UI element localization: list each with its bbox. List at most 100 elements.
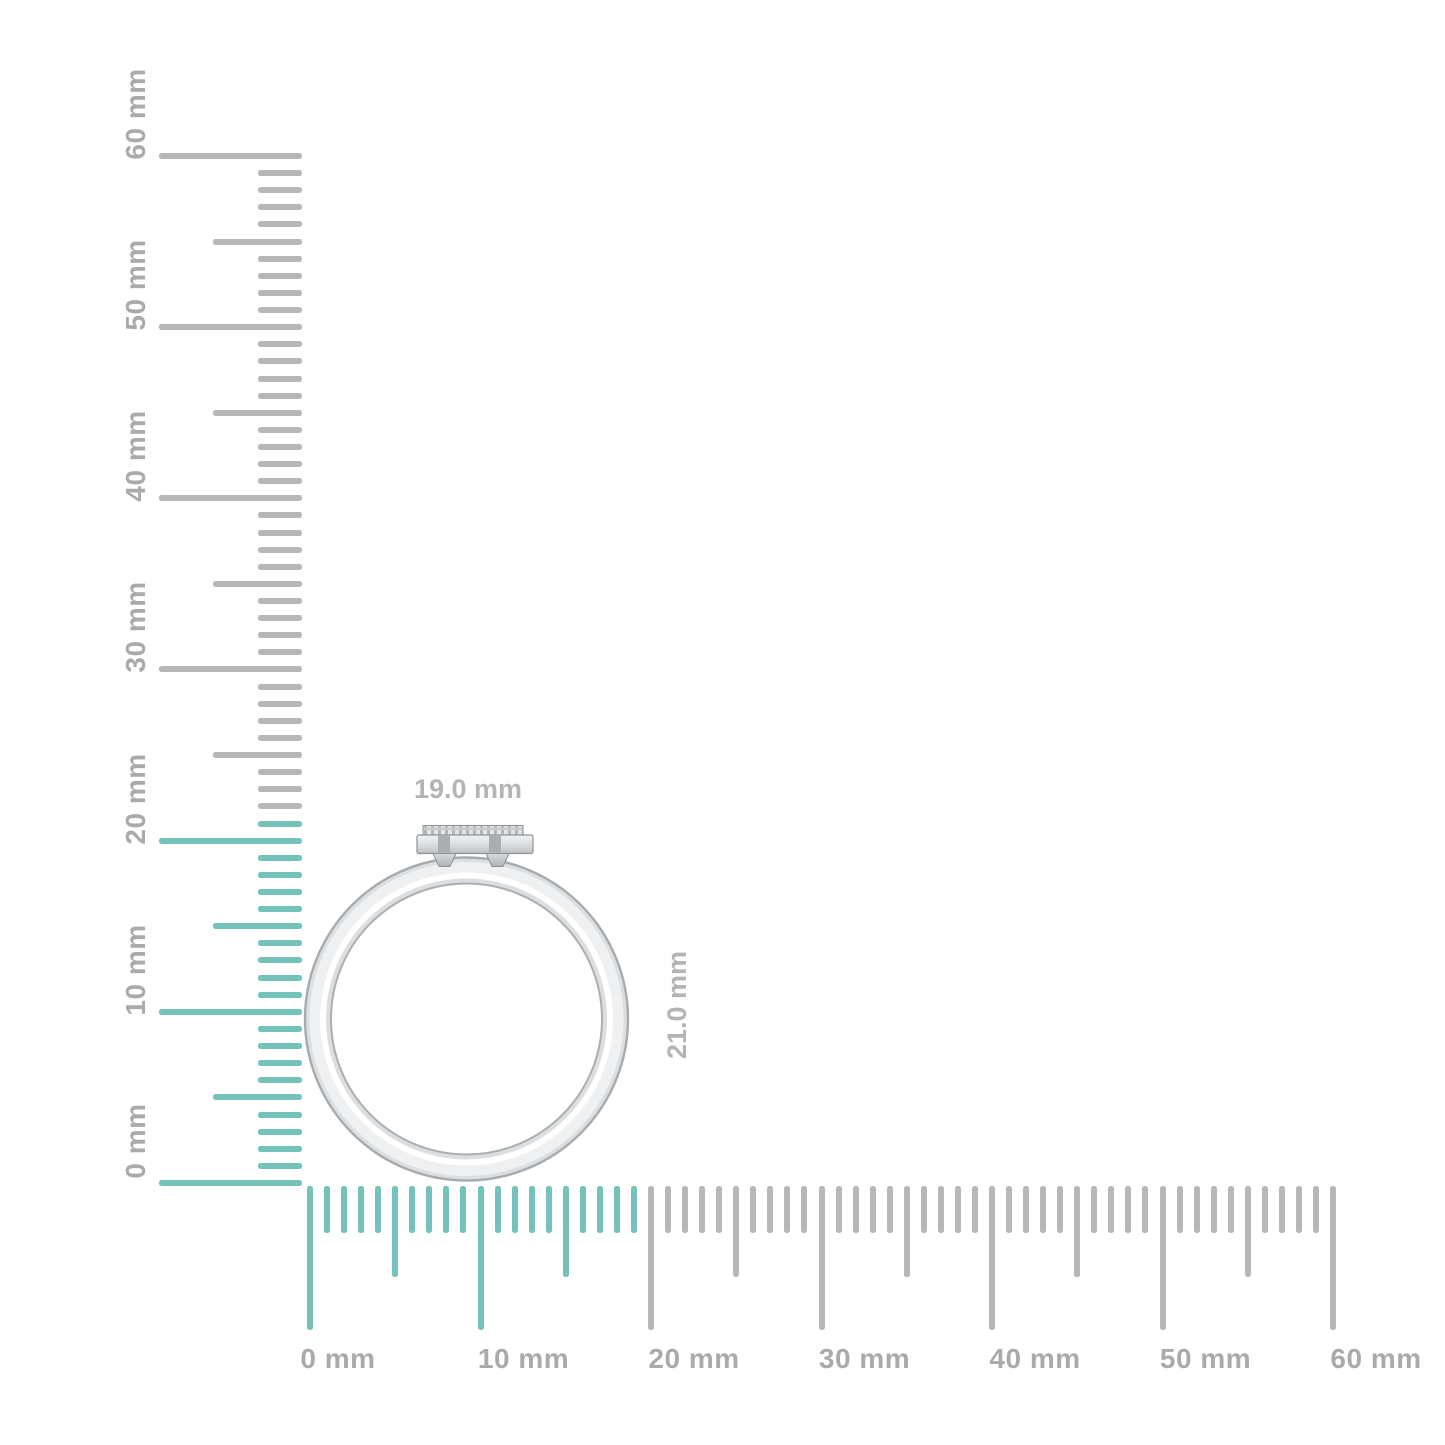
v-ruler-tick-4mm	[258, 1111, 302, 1118]
h-ruler-tick-27mm	[767, 1186, 774, 1233]
v-ruler-tick-27mm	[258, 717, 302, 724]
h-ruler-tick-43mm	[1040, 1186, 1047, 1233]
ring-band	[303, 856, 630, 1182]
v-ruler-tick-41mm	[258, 478, 302, 485]
v-ruler-tick-8mm	[258, 1043, 302, 1050]
h-ruler-tick-32mm	[852, 1186, 859, 1233]
v-ruler-tick-14mm	[258, 940, 302, 947]
v-ruler-tick-0mm	[159, 1180, 302, 1186]
v-ruler-tick-2mm	[258, 1145, 302, 1152]
v-ruler-tick-13mm	[258, 957, 302, 964]
h-ruler-tick-14mm	[545, 1186, 552, 1233]
h-ruler-tick-20mm	[648, 1186, 654, 1330]
h-ruler-tick-5mm	[392, 1186, 399, 1277]
h-ruler-tick-10mm	[477, 1186, 484, 1330]
h-ruler-tick-59mm	[1312, 1186, 1319, 1233]
v-ruler-label-0mm: 0 mm	[120, 1103, 151, 1179]
v-ruler-tick-25mm	[213, 752, 302, 759]
v-ruler-tick-42mm	[258, 461, 302, 468]
v-ruler-tick-37mm	[258, 546, 302, 553]
h-ruler-label-60mm: 60 mm	[1330, 1343, 1422, 1374]
v-ruler-tick-26mm	[258, 734, 302, 741]
ring-head	[416, 825, 534, 867]
v-ruler-tick-6mm	[258, 1077, 302, 1084]
h-ruler-tick-2mm	[341, 1186, 348, 1233]
v-ruler-tick-45mm	[213, 409, 302, 416]
h-ruler-tick-1mm	[324, 1186, 331, 1233]
h-ruler-tick-38mm	[954, 1186, 961, 1233]
h-ruler-tick-50mm	[1159, 1186, 1166, 1330]
v-ruler-tick-60mm	[159, 152, 302, 159]
h-ruler-tick-42mm	[1023, 1186, 1030, 1233]
h-ruler-tick-57mm	[1278, 1186, 1285, 1233]
h-ruler-label-40mm: 40 mm	[989, 1343, 1081, 1374]
v-ruler-tick-18mm	[258, 871, 302, 878]
v-ruler-tick-10mm	[159, 1008, 302, 1015]
v-ruler-tick-7mm	[258, 1060, 302, 1067]
v-ruler-label-50mm: 50 mm	[120, 239, 151, 331]
h-ruler-tick-23mm	[699, 1186, 706, 1233]
v-ruler-tick-58mm	[258, 187, 302, 194]
v-ruler-tick-12mm	[258, 974, 302, 981]
v-ruler-tick-17mm	[258, 889, 302, 895]
h-ruler-tick-29mm	[801, 1186, 808, 1233]
v-ruler-tick-48mm	[258, 358, 302, 365]
v-ruler-label-40mm: 40 mm	[120, 410, 151, 502]
v-ruler-tick-39mm	[258, 512, 302, 519]
v-ruler-tick-46mm	[258, 392, 302, 399]
h-ruler-tick-40mm	[989, 1186, 995, 1330]
h-ruler-tick-6mm	[409, 1186, 416, 1233]
h-ruler-tick-48mm	[1125, 1186, 1132, 1233]
v-ruler-tick-32mm	[258, 632, 302, 639]
ring-head-foot	[485, 853, 510, 867]
v-ruler-tick-57mm	[258, 204, 302, 211]
h-ruler-tick-55mm	[1244, 1186, 1251, 1277]
v-ruler-tick-21mm	[258, 820, 302, 827]
v-ruler-tick-23mm	[258, 786, 302, 793]
v-ruler-tick-59mm	[258, 170, 302, 177]
h-ruler-tick-60mm	[1330, 1186, 1336, 1330]
v-ruler-tick-47mm	[258, 375, 302, 382]
v-ruler-tick-16mm	[258, 906, 302, 913]
h-ruler-tick-52mm	[1193, 1186, 1200, 1233]
v-ruler-tick-5mm	[213, 1094, 302, 1101]
v-ruler-tick-36mm	[258, 563, 302, 570]
h-ruler-tick-51mm	[1176, 1186, 1183, 1233]
h-ruler-tick-8mm	[443, 1186, 450, 1233]
h-ruler-tick-4mm	[375, 1186, 382, 1233]
h-ruler-tick-41mm	[1006, 1186, 1013, 1233]
ring-head-foot	[432, 853, 457, 867]
h-ruler-tick-35mm	[903, 1186, 910, 1277]
v-ruler-tick-22mm	[258, 803, 302, 810]
h-ruler-tick-39mm	[971, 1186, 978, 1233]
h-ruler-tick-33mm	[869, 1186, 876, 1233]
h-ruler-tick-54mm	[1227, 1186, 1234, 1233]
h-ruler-label-10mm: 10 mm	[477, 1343, 570, 1374]
h-ruler-tick-7mm	[426, 1186, 433, 1233]
v-ruler-tick-43mm	[258, 443, 302, 450]
v-ruler-label-30mm: 30 mm	[120, 581, 151, 674]
h-ruler-label-50mm: 50 mm	[1159, 1343, 1252, 1374]
ring-height-label: 21.0 mm	[662, 950, 692, 1060]
h-ruler-tick-13mm	[528, 1186, 535, 1233]
v-ruler-tick-1mm	[258, 1162, 302, 1169]
h-ruler-tick-26mm	[750, 1186, 757, 1233]
v-ruler-tick-9mm	[258, 1025, 302, 1032]
h-ruler-tick-16mm	[579, 1186, 586, 1233]
h-ruler-tick-12mm	[511, 1186, 518, 1233]
v-ruler-tick-11mm	[258, 991, 302, 998]
v-ruler-tick-30mm	[159, 666, 302, 673]
v-ruler-tick-20mm	[159, 837, 302, 844]
v-ruler-tick-35mm	[213, 580, 302, 587]
v-ruler-tick-38mm	[258, 529, 302, 536]
h-ruler-tick-9mm	[460, 1186, 467, 1233]
v-ruler-tick-52mm	[258, 289, 302, 296]
h-ruler-tick-24mm	[716, 1186, 723, 1233]
h-ruler-label-20mm: 20 mm	[648, 1343, 740, 1374]
v-ruler-tick-44mm	[258, 426, 302, 433]
h-ruler-label-0mm: 0 mm	[300, 1343, 376, 1374]
h-ruler-tick-34mm	[886, 1186, 893, 1233]
v-ruler-tick-54mm	[258, 255, 302, 262]
h-ruler-tick-30mm	[818, 1186, 825, 1330]
